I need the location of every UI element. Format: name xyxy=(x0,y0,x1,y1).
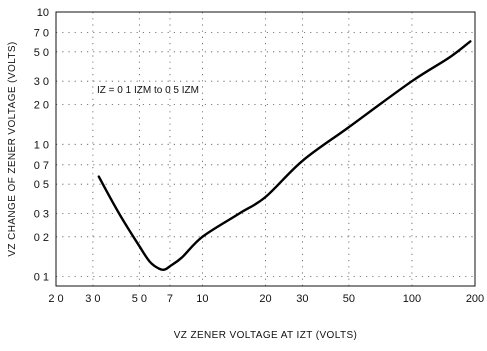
x-tick-label: 20 xyxy=(259,293,271,305)
y-tick-label: 0 1 xyxy=(34,272,49,284)
x-tick-label: 200 xyxy=(466,293,484,305)
x-tick-label: 10 xyxy=(196,293,208,305)
x-axis-label: VZ ZENER VOLTAGE AT IZT (VOLTS) xyxy=(174,330,358,341)
y-tick-label: 0 2 xyxy=(34,232,49,244)
y-axis-label: VZ CHANGE OF ZENER VOLTAGE (VOLTS) xyxy=(7,41,18,256)
plot-frame xyxy=(55,11,476,287)
annotation-iz-range: IZ = 0 1 IZM to 0 5 IZM xyxy=(97,85,199,96)
y-tick-label: 5 0 xyxy=(34,47,49,59)
x-tick-label: 3 0 xyxy=(85,293,100,305)
x-tick-label: 100 xyxy=(403,293,421,305)
zener-voltage-change-curve xyxy=(97,40,472,272)
tick-labels: 2 0 3 0 5 0 7 10 20 30 50 100 200 0 1 0 2 0 3 0 5 0 7 1… xyxy=(34,7,484,305)
y-tick-label: 0 5 xyxy=(34,179,49,191)
x-tick-label: 7 xyxy=(167,293,173,305)
y-tick-label: 1 0 xyxy=(34,139,49,151)
y-tick-label: 3 0 xyxy=(34,76,49,88)
grid xyxy=(55,11,476,286)
y-tick-label: 10 xyxy=(37,7,49,19)
y-tick-label: 0 7 xyxy=(34,160,49,172)
x-tick-label: 5 0 xyxy=(132,293,147,305)
y-tick-label: 7 0 xyxy=(34,27,49,39)
x-tick-label: 2 0 xyxy=(48,293,63,305)
y-tick-label: 0 3 xyxy=(34,209,49,221)
x-tick-label: 50 xyxy=(343,293,355,305)
y-tick-label: 2 0 xyxy=(34,99,49,111)
x-tick-label: 30 xyxy=(296,293,308,305)
